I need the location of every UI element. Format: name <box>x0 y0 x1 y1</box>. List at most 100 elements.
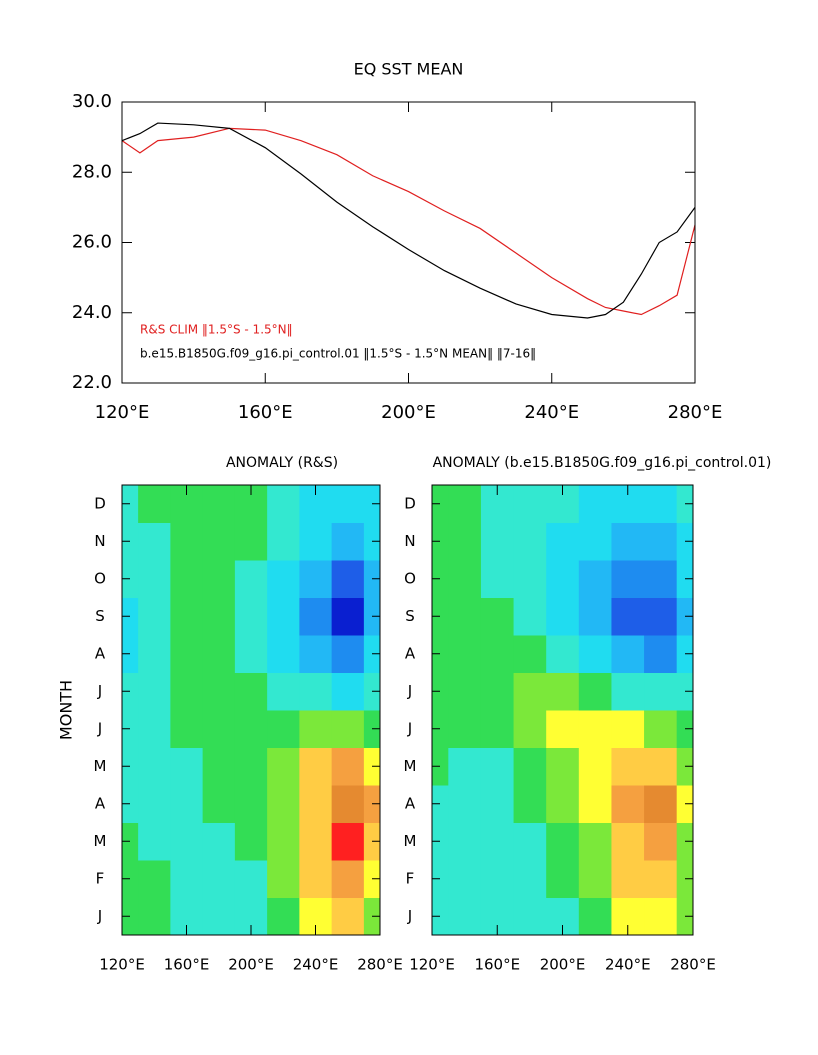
contour-cell <box>122 485 139 523</box>
y-tick-label: S <box>95 607 105 625</box>
contour-cell <box>170 560 204 598</box>
y-tick-label: J <box>407 907 412 925</box>
contour-cell <box>448 710 482 748</box>
contour-cell <box>676 560 693 598</box>
contour-cell <box>448 822 482 861</box>
contour-cell <box>611 635 645 673</box>
contour-cell <box>122 785 139 823</box>
contour-cell <box>170 635 204 673</box>
contour-cell <box>611 710 645 748</box>
contour-cell <box>363 522 380 561</box>
y-axis-label: MONTH <box>57 680 76 740</box>
contour-cell <box>202 560 236 598</box>
contour-cell <box>676 860 693 898</box>
contour-cell <box>267 822 300 861</box>
contour-cell <box>480 560 515 598</box>
contour-cell <box>676 522 693 561</box>
contour-cell <box>644 522 678 561</box>
contour-cell <box>480 822 515 861</box>
plot-frame <box>121 101 696 384</box>
y-tick-label: 28.0 <box>72 161 112 182</box>
contour-cell <box>138 822 171 861</box>
contour-cell <box>267 597 300 636</box>
x-tick-label: 160°E <box>474 956 520 974</box>
x-tick-label: 200°E <box>540 956 586 974</box>
contour-cell <box>644 635 678 673</box>
contour-cell <box>644 485 678 523</box>
contour-cell <box>432 597 449 636</box>
contour-cell <box>234 597 268 636</box>
contour-cell <box>676 485 693 523</box>
contour-cell <box>299 560 333 598</box>
contour-cell <box>267 747 300 786</box>
contour-cell <box>170 822 204 861</box>
y-tick-label: S <box>405 607 415 625</box>
contour-cell <box>267 710 300 748</box>
contour-cell <box>122 860 139 898</box>
contour-cell <box>578 485 612 523</box>
x-tick-label: 240°E <box>605 956 651 974</box>
x-tick-label: 200°E <box>228 956 274 974</box>
contour-cell <box>611 860 645 898</box>
contour-cell <box>138 485 171 523</box>
contour-cell <box>331 822 365 861</box>
contour-cell <box>234 860 268 898</box>
contour-cell <box>202 597 236 636</box>
x-tick-label: 240°E <box>524 402 579 423</box>
contour-cell <box>448 485 482 523</box>
x-tick-label: 240°E <box>293 956 339 974</box>
contour-cell <box>331 897 365 935</box>
contour-cell <box>138 897 171 935</box>
contour-cell <box>138 672 171 711</box>
y-tick-label: 30.0 <box>72 91 112 112</box>
contour-field <box>432 485 693 935</box>
contour-cell <box>267 785 300 823</box>
contour-cell <box>546 822 580 861</box>
contour-cell <box>448 747 482 786</box>
contour-cell <box>448 635 482 673</box>
contour-cell <box>138 635 171 673</box>
contour-cell <box>363 860 380 898</box>
y-tick-label: N <box>94 532 105 550</box>
contour-cell <box>676 635 693 673</box>
contour-cell <box>578 522 612 561</box>
contour-cell <box>234 672 268 711</box>
contour-cell <box>644 822 678 861</box>
contour-cell <box>611 822 645 861</box>
contour-cell <box>202 822 236 861</box>
contour-cell <box>299 822 333 861</box>
contour-cell <box>480 747 515 786</box>
contour-cell <box>202 897 236 935</box>
contour-cell <box>676 897 693 935</box>
contour-cell <box>644 710 678 748</box>
contour-cell <box>138 560 171 598</box>
contour-cell <box>432 897 449 935</box>
contour-cell <box>202 485 236 523</box>
contour-cell <box>363 710 380 748</box>
contour-cell <box>432 635 449 673</box>
contour-cell <box>363 635 380 673</box>
y-tick-label: J <box>97 907 102 925</box>
contour-cell <box>546 672 580 711</box>
contour-cell <box>363 560 380 598</box>
contour-cell <box>267 860 300 898</box>
x-tick-label: 280°E <box>670 956 716 974</box>
y-tick-label: J <box>407 719 412 737</box>
contour-cell <box>138 522 171 561</box>
contour-cell <box>480 522 515 561</box>
contour-cell <box>331 672 365 711</box>
contour-cell <box>578 785 612 823</box>
contour-cell <box>363 485 380 523</box>
x-tick-label: 280°E <box>668 402 723 423</box>
y-tick-label: J <box>407 682 412 700</box>
contour-cell <box>363 785 380 823</box>
contour-cell <box>202 860 236 898</box>
panel-title: ANOMALY (b.e15.B1850G.f09_g16.pi_control… <box>433 455 772 471</box>
contour-cell <box>611 672 645 711</box>
contour-cell <box>644 560 678 598</box>
y-tick-label: D <box>404 494 416 512</box>
y-tick-label: 22.0 <box>72 372 112 393</box>
contour-cell <box>611 522 645 561</box>
contour-cell <box>122 635 139 673</box>
